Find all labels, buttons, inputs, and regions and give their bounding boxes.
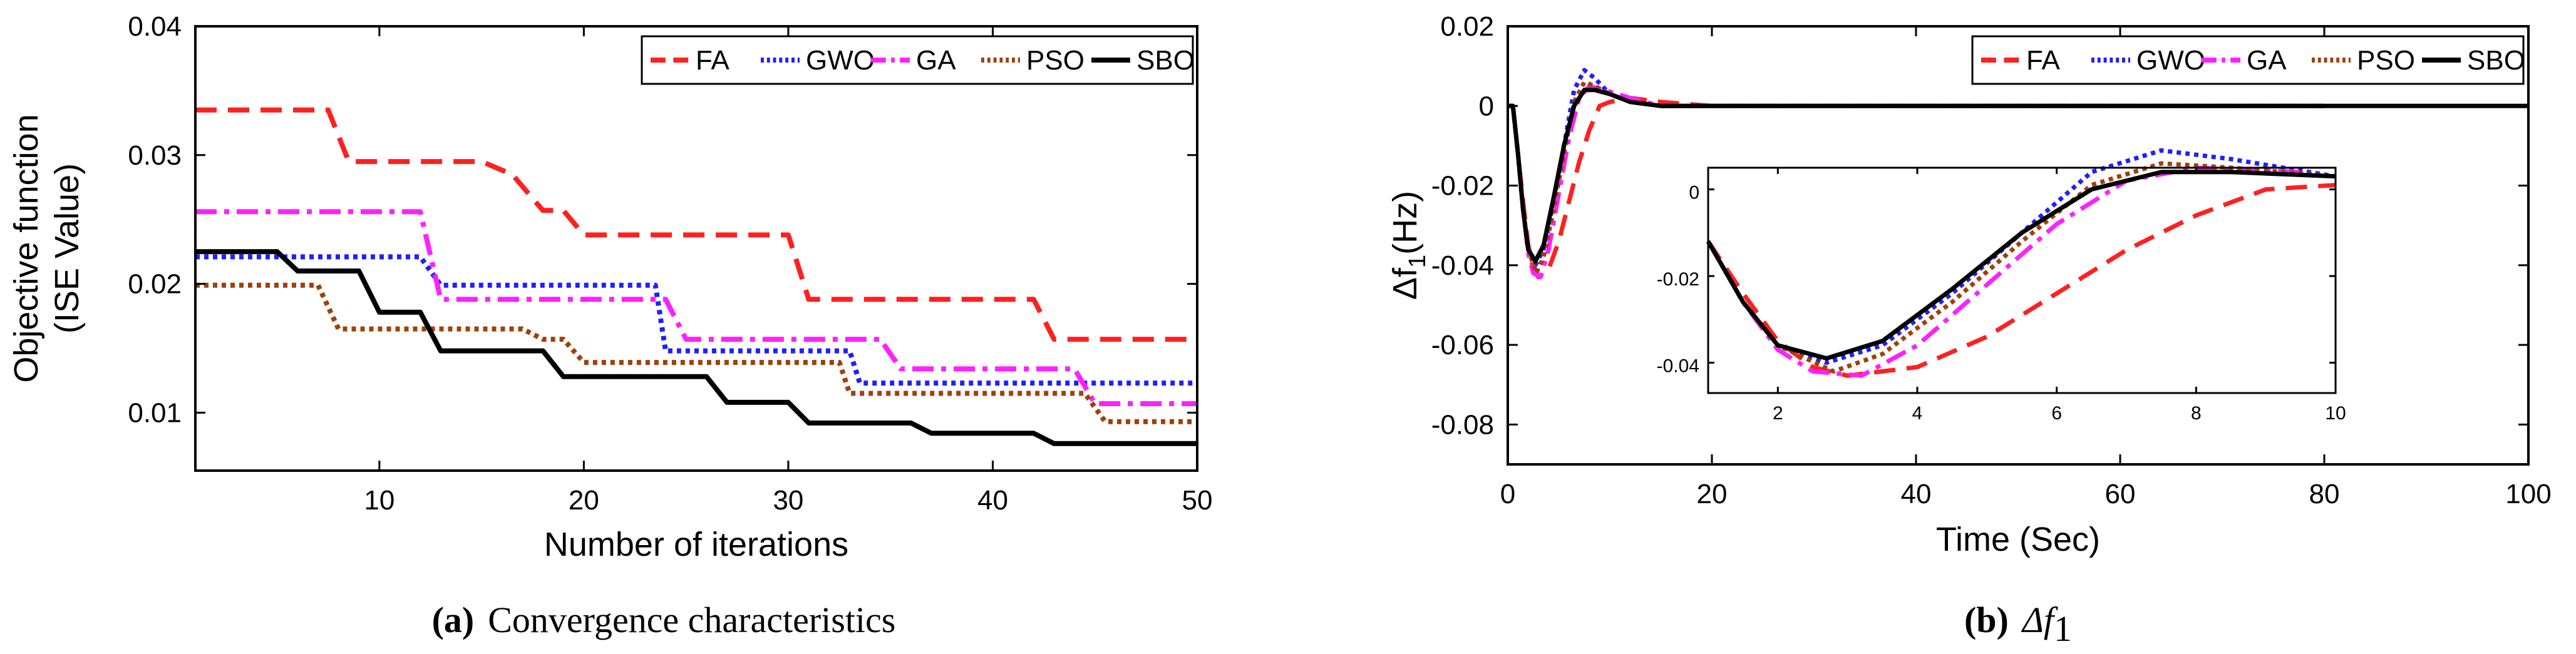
panel-a-caption: (a) Convergence characteristics <box>432 600 896 640</box>
panel-b-inset-ytick-label: -0.04 <box>1657 356 1699 377</box>
panel-a-xtick-label: 20 <box>569 485 599 516</box>
panel-b-ytick-label: -0.08 <box>1431 409 1494 440</box>
panel-a-legend-label-ga: GA <box>916 45 956 76</box>
panel-b-inset: 2 4 6 8 10 0 -0.02 -0.04 <box>1657 148 2346 424</box>
series-line-ga <box>195 209 1197 406</box>
panel-b-xtick-label: 20 <box>1697 479 1728 509</box>
panel-b-inset-box-bg <box>1708 168 2336 393</box>
panel-a-legend-label-pso: PSO <box>1026 45 1084 76</box>
panel-a-legend-label-gwo: GWO <box>806 45 875 76</box>
panel-a-caption-label: (a) <box>432 600 475 640</box>
series-line-pso <box>195 282 1197 424</box>
panel-b-inset-series <box>1706 148 2336 378</box>
panel-a-xtick-label: 10 <box>364 485 394 516</box>
panel-a-legend-label-fa: FA <box>696 45 729 76</box>
panel-b-inset-ytick-label: -0.02 <box>1657 269 1699 290</box>
panel-b-inset-xtick-label: 8 <box>2191 403 2202 424</box>
panel-b-legend-label-gwo: GWO <box>2136 45 2205 76</box>
panel-b-inset-xtick-label: 4 <box>1912 403 1923 424</box>
panel-a-xtick-label: 50 <box>1182 485 1213 516</box>
panel-a: 10 20 30 40 50 0.01 0.02 0.03 0.04 FA GWO GA PSO SBO… <box>8 11 1212 640</box>
panel-b-ytick-label: 0.02 <box>1440 11 1494 42</box>
panel-a-ytick-label: 0.03 <box>128 140 182 171</box>
series-line-sbo <box>1508 88 2528 263</box>
panel-b-caption: (b) Δf1 <box>1964 600 2072 649</box>
series-line-sbo <box>1706 170 2336 361</box>
panel-b-legend-label-ga: GA <box>2247 45 2287 76</box>
panel-b-legend-label-sbo: SBO <box>2467 45 2525 76</box>
panel-a-legend: FA GWO GA PSO SBO <box>641 35 1195 85</box>
series-line-gwo <box>195 254 1197 386</box>
panel-b-ylabel-main: Δf <box>1386 267 1424 300</box>
panel-a-xtick-label: 40 <box>977 485 1008 516</box>
panel-a-series <box>195 107 1197 446</box>
panel-b-caption-sub: 1 <box>2054 608 2072 649</box>
panel-a-ylabel-line2: (ISE Value) <box>48 163 86 334</box>
series-line-fa <box>195 107 1197 342</box>
panel-b-axes-box <box>1507 25 2530 466</box>
panel-b-xtick-label: 40 <box>1901 479 1932 509</box>
panel-a-xtick-label: 30 <box>773 485 803 516</box>
panel-a-ytick-label: 0.01 <box>128 397 182 428</box>
panel-b-ylabel-sub: 1 <box>1404 255 1431 268</box>
panel-a-ytick-label: 0.04 <box>128 11 182 42</box>
panel-b-ytick-label: 0 <box>1479 91 1494 121</box>
series-line-sbo <box>195 249 1197 446</box>
series-line-fa <box>1706 183 2336 378</box>
panel-a-ylabel-line1: Objective function <box>8 114 45 382</box>
panel-b-ylabel: Δf1(Hz) <box>1386 191 1431 300</box>
panel-a-plot-area <box>195 26 1197 471</box>
panel-b-xtick-label: 80 <box>2309 479 2340 509</box>
panel-a-xlabel: Number of iterations <box>544 526 848 563</box>
panel-b-inset-xtick-label: 10 <box>2325 403 2346 424</box>
panel-b-legend: FA GWO GA PSO SBO <box>1971 35 2525 85</box>
panel-b-caption-label: (b) <box>1964 600 2009 640</box>
panel-b-inset-xtick-label: 6 <box>2051 403 2062 424</box>
panel-b-ytick-label: -0.02 <box>1431 171 1494 202</box>
panel-b-inset-ticks: 2 4 6 8 10 0 -0.02 -0.04 <box>1657 168 2346 424</box>
panel-b-legend-label-pso: PSO <box>2357 45 2415 76</box>
panel-b-legend-label-fa: FA <box>2026 45 2060 76</box>
panel-a-caption-text: Convergence characteristics <box>488 600 895 640</box>
panel-b-inset-box <box>1707 166 2337 394</box>
panel-a-axes-box <box>194 25 1198 472</box>
panel-a-ytick-label: 0.02 <box>128 269 182 300</box>
panel-b-xtick-label: 0 <box>1500 479 1515 509</box>
panel-b-series <box>1508 68 2528 280</box>
panel-b-ytick-label: -0.06 <box>1431 330 1494 360</box>
panel-b-xtick-label: 100 <box>2505 479 2551 509</box>
panel-b-ylabel-unit: (Hz) <box>1386 191 1424 255</box>
panel-a-ticks: 10 20 30 40 50 0.01 0.02 0.03 0.04 <box>128 11 1212 516</box>
panel-a-legend-label-sbo: SBO <box>1136 45 1195 76</box>
panel-b-inset-xtick-label: 2 <box>1773 403 1783 424</box>
panel-b-ytick-label: -0.04 <box>1431 250 1494 281</box>
panel-b-xtick-label: 60 <box>2105 479 2136 509</box>
panel-b-inset-ytick-label: 0 <box>1689 183 1699 203</box>
panel-b-xlabel: Time (Sec) <box>1936 521 2100 558</box>
panel-b-caption-text: Δf <box>2021 600 2058 640</box>
